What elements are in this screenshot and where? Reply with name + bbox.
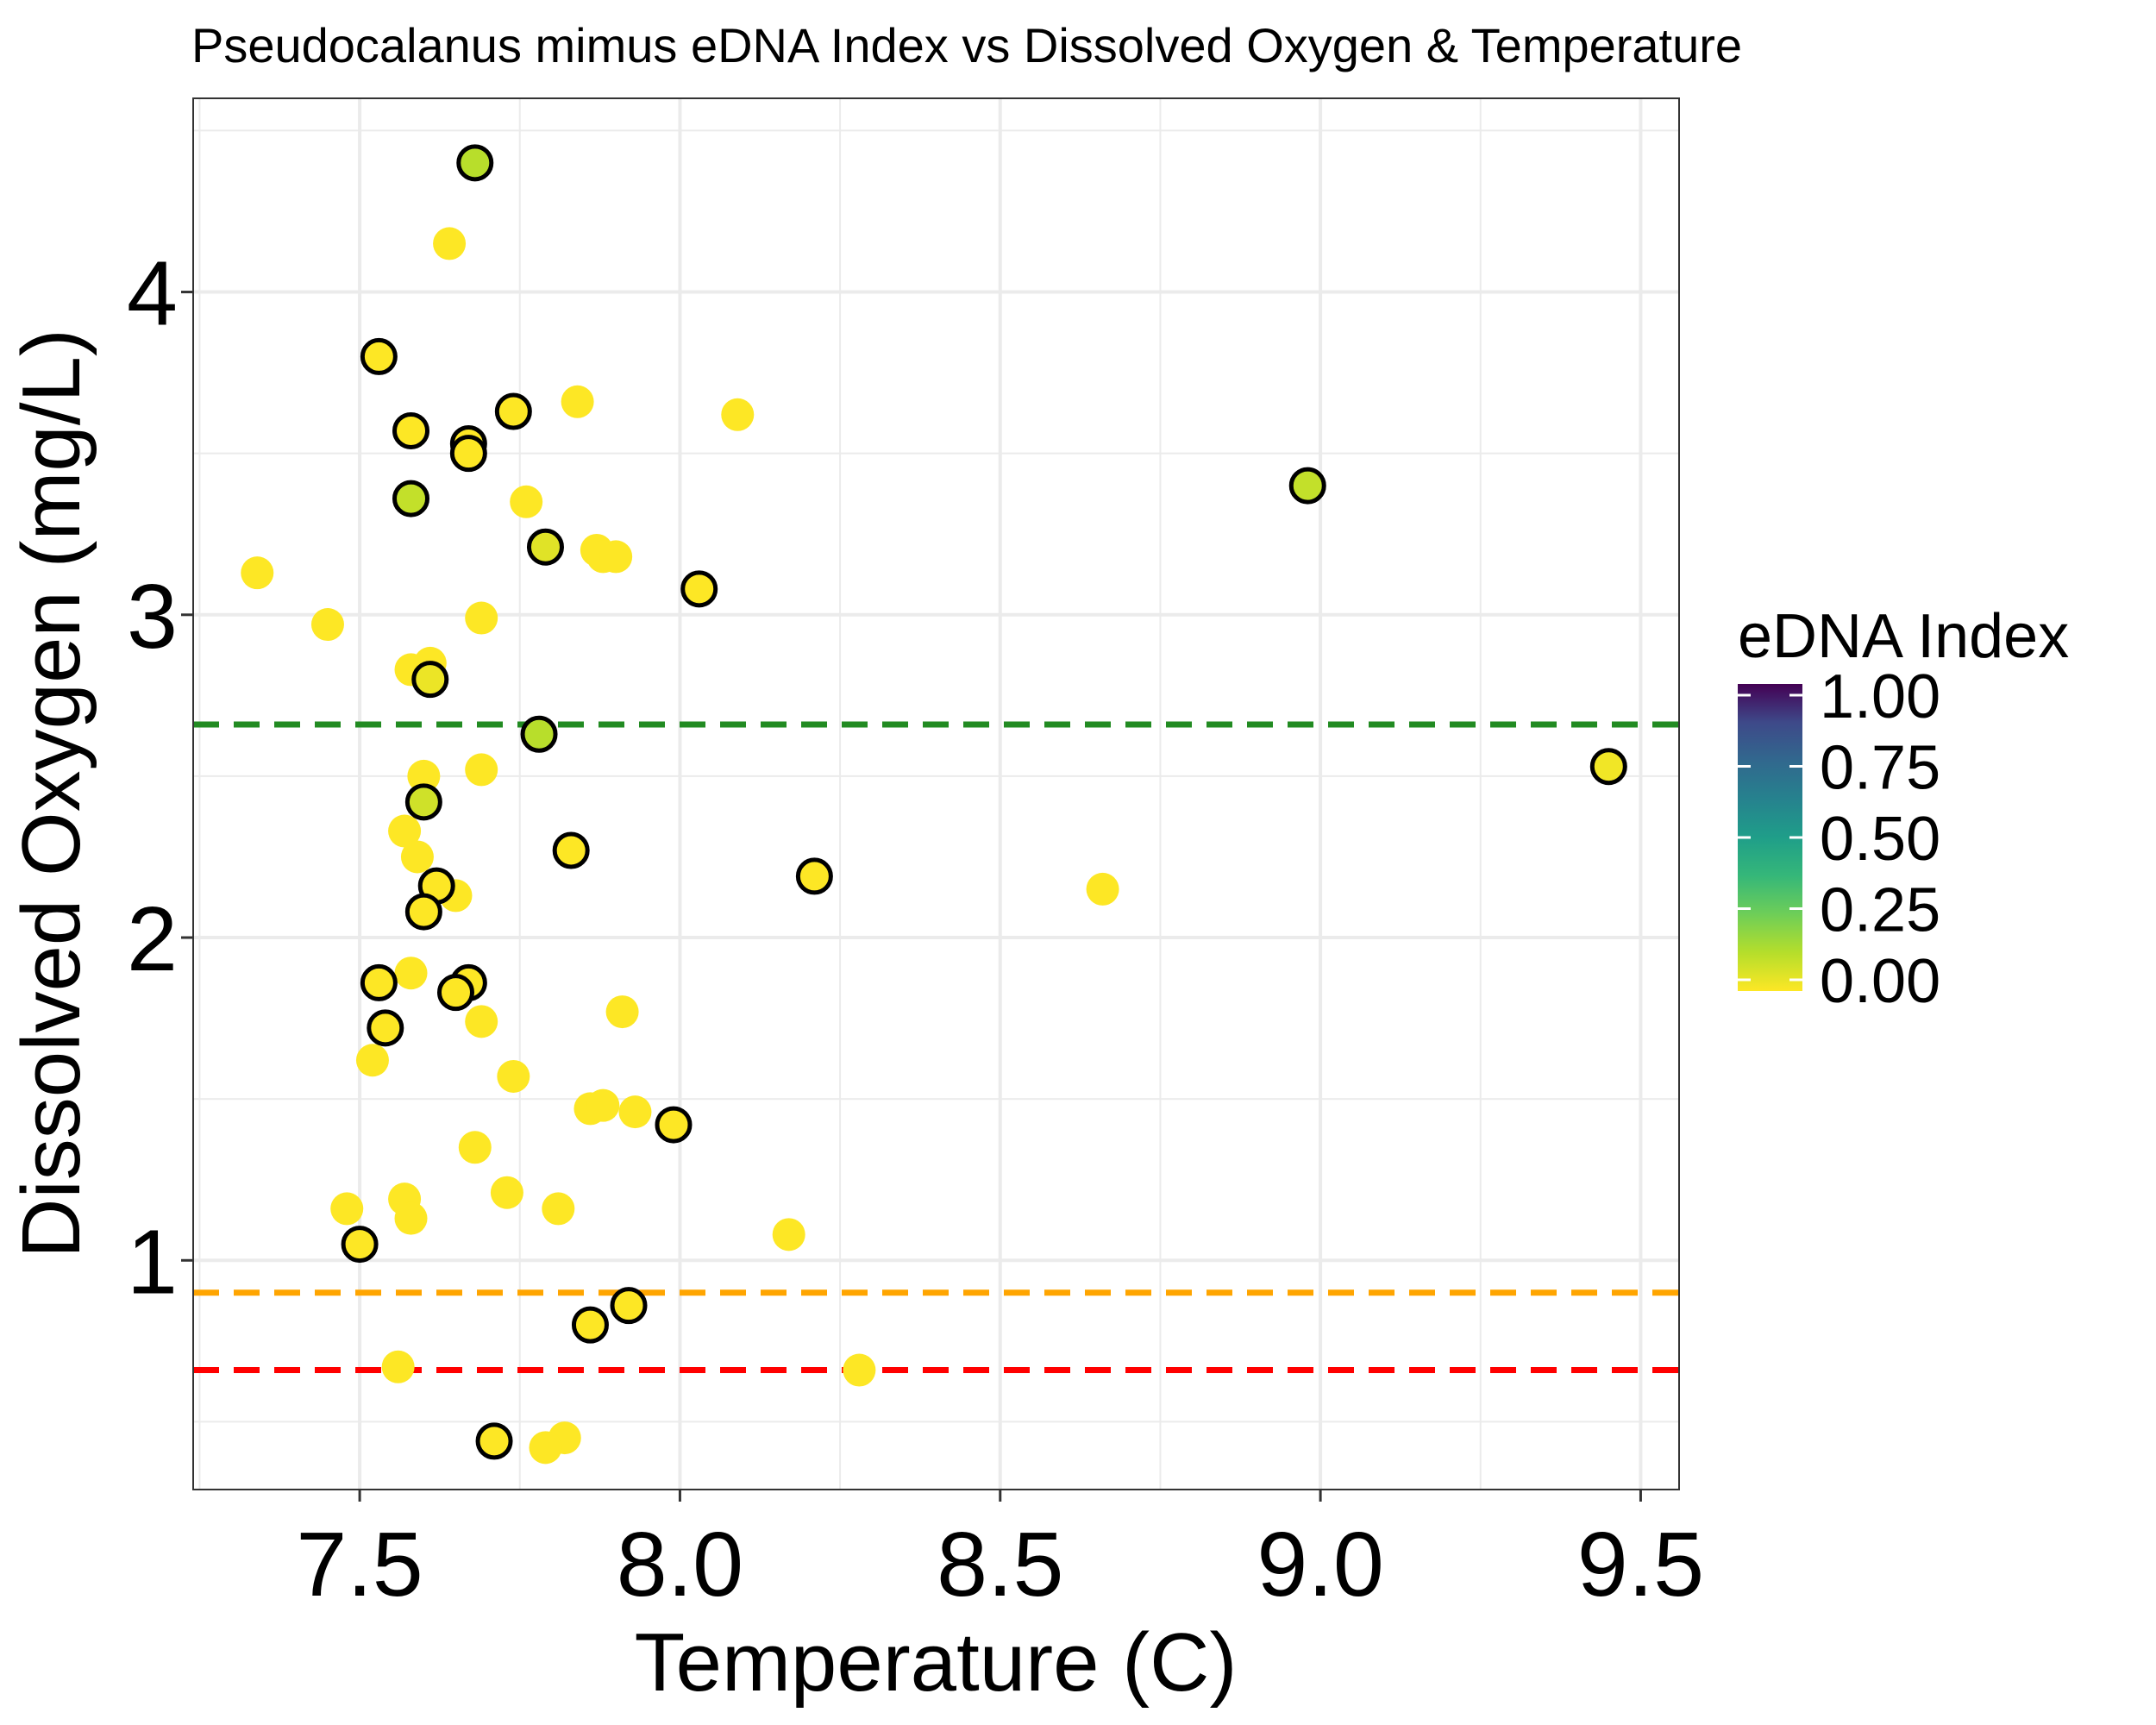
data-point xyxy=(394,1201,428,1235)
data-point-outlined xyxy=(655,1106,693,1144)
data-point-outlined xyxy=(526,528,564,566)
legend-tick-label: 0.00 xyxy=(1820,947,1940,1016)
data-point-outlined xyxy=(392,411,430,449)
data-point xyxy=(772,1218,805,1251)
color-legend: eDNA Index 1.000.750.500.250.00 xyxy=(1738,602,2069,1016)
grid-lines xyxy=(193,98,1679,1490)
data-point-outlined xyxy=(571,1306,609,1344)
data-point xyxy=(721,398,755,431)
y-axis-ticks: 1 2 3 4 xyxy=(127,243,193,1313)
x-tick-label: 8.0 xyxy=(617,1514,743,1615)
data-point xyxy=(465,1005,498,1038)
data-point xyxy=(400,840,434,874)
x-tick-label: 9.0 xyxy=(1257,1514,1383,1615)
x-tick-label: 8.5 xyxy=(937,1514,1063,1615)
data-point xyxy=(618,1095,652,1129)
legend-tick-label: 0.75 xyxy=(1820,734,1940,803)
data-point xyxy=(465,601,498,635)
legend-tick-label: 1.00 xyxy=(1820,662,1940,731)
data-point xyxy=(510,485,543,518)
data-point-outlined xyxy=(795,857,833,895)
data-point xyxy=(433,227,467,260)
data-point xyxy=(586,1088,620,1122)
data-point-outlined xyxy=(456,144,494,182)
data-point-outlined xyxy=(520,715,558,753)
y-tick-label: 2 xyxy=(127,888,178,990)
x-axis-title: Temperature (C) xyxy=(635,1616,1238,1709)
y-tick-label: 1 xyxy=(127,1211,178,1313)
data-point xyxy=(407,759,441,793)
data-point xyxy=(310,608,344,642)
data-point-outlined xyxy=(360,963,398,1001)
data-point-outlined xyxy=(494,392,532,430)
data-point xyxy=(330,1192,364,1226)
data-point xyxy=(542,1192,575,1226)
legend-tick-label: 0.25 xyxy=(1820,876,1940,945)
data-point-outlined xyxy=(404,783,442,821)
x-axis-ticks: 7.5 8.0 8.5 9.0 9.5 xyxy=(296,1490,1704,1615)
data-point xyxy=(529,1431,562,1465)
data-point xyxy=(465,753,498,787)
data-point-outlined xyxy=(367,1009,404,1047)
data-point xyxy=(497,1059,530,1093)
data-point xyxy=(490,1176,523,1209)
data-point-outlined xyxy=(392,480,430,518)
x-tick-label: 7.5 xyxy=(296,1514,423,1615)
data-point xyxy=(381,1350,415,1383)
data-points xyxy=(241,144,1627,1465)
data-point-outlined xyxy=(552,831,590,869)
data-point-outlined xyxy=(1288,467,1326,505)
data-point xyxy=(599,540,633,574)
data-point-outlined xyxy=(411,661,449,699)
data-point-outlined xyxy=(475,1422,513,1460)
y-tick-label: 4 xyxy=(127,243,178,345)
data-point xyxy=(394,957,428,990)
legend-title: eDNA Index xyxy=(1738,602,2069,671)
data-point-outlined xyxy=(404,893,442,931)
data-point xyxy=(843,1353,876,1387)
data-point-outlined xyxy=(610,1287,648,1325)
data-point xyxy=(561,385,594,418)
data-point-outlined xyxy=(680,570,718,608)
y-axis-title: Dissolved Oxygen (mg/L) xyxy=(5,329,97,1258)
legend-ticks: 1.000.750.500.250.00 xyxy=(1738,662,1940,1016)
data-point xyxy=(241,556,274,590)
data-point-outlined xyxy=(1589,748,1627,786)
y-tick-label: 3 xyxy=(127,566,178,668)
legend-tick-label: 0.50 xyxy=(1820,805,1940,874)
data-point xyxy=(458,1131,492,1164)
reference-lines xyxy=(193,721,1679,1374)
data-point xyxy=(355,1044,389,1077)
x-tick-label: 9.5 xyxy=(1577,1514,1704,1615)
data-point-outlined xyxy=(341,1226,379,1264)
data-point xyxy=(605,995,639,1029)
data-point xyxy=(1086,872,1119,906)
data-point-outlined xyxy=(436,974,474,1012)
data-point-outlined xyxy=(449,435,487,473)
data-point xyxy=(388,814,422,848)
chart-title: Pseudocalanus mimus eDNA Index vs Dissol… xyxy=(191,18,1742,72)
data-point-outlined xyxy=(360,337,398,375)
plot-panel-border xyxy=(192,97,1680,1490)
